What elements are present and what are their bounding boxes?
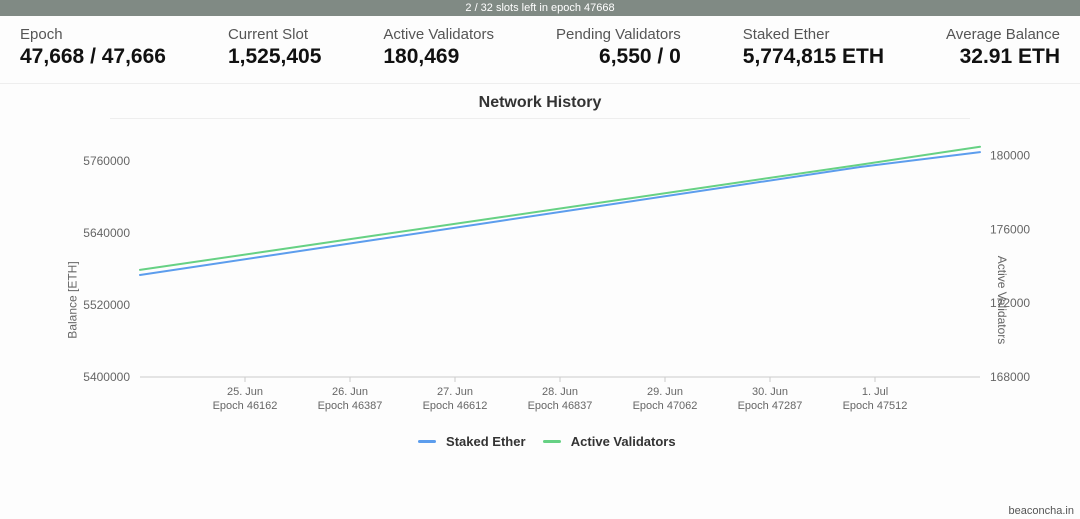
chart-legend: Staked Ether Active Validators: [20, 433, 1060, 449]
stat-label: Staked Ether: [743, 26, 884, 43]
svg-text:30. Jun: 30. Jun: [752, 386, 788, 398]
svg-text:Epoch 46162: Epoch 46162: [213, 400, 278, 412]
attribution: beaconcha.in: [1009, 505, 1074, 517]
svg-text:180000: 180000: [990, 148, 1030, 162]
chart-wrap: Balance [ETH] Active Validators 5400000 5…: [20, 127, 1060, 472]
stat-label: Active Validators: [383, 26, 494, 43]
legend-label-staked-ether[interactable]: Staked Ether: [446, 434, 525, 449]
svg-text:Epoch 46387: Epoch 46387: [318, 400, 383, 412]
svg-text:5760000: 5760000: [83, 154, 130, 168]
svg-text:168000: 168000: [990, 370, 1030, 384]
y-axis-left-label: Balance [ETH]: [66, 261, 80, 338]
stats-row: Epoch 47,668 / 47,666 Current Slot 1,525…: [0, 16, 1080, 84]
stat-value: 32.91 ETH: [946, 45, 1060, 69]
svg-text:Epoch 47512: Epoch 47512: [843, 400, 908, 412]
legend-swatch-staked-ether: [418, 440, 436, 443]
stat-active-validators: Active Validators 180,469: [383, 26, 494, 69]
stat-value: 180,469: [383, 45, 494, 69]
stat-value: 1,525,405: [228, 45, 321, 69]
stat-label: Average Balance: [946, 26, 1060, 43]
svg-text:1. Jul: 1. Jul: [862, 386, 888, 398]
stat-current-slot: Current Slot 1,525,405: [228, 26, 321, 69]
stat-pending-validators: Pending Validators 6,550 / 0: [556, 26, 681, 69]
svg-text:Epoch 47062: Epoch 47062: [633, 400, 698, 412]
svg-text:176000: 176000: [990, 222, 1030, 236]
svg-text:5400000: 5400000: [83, 370, 130, 384]
chart-title: Network History: [20, 94, 1060, 112]
stat-label: Epoch: [20, 26, 166, 43]
svg-text:Epoch 46612: Epoch 46612: [423, 400, 488, 412]
network-history-panel: Network History Balance [ETH] Active Val…: [0, 84, 1080, 472]
svg-text:Epoch 46837: Epoch 46837: [528, 400, 593, 412]
stat-epoch: Epoch 47,668 / 47,666: [20, 26, 166, 69]
svg-text:25. Jun: 25. Jun: [227, 386, 263, 398]
stat-label: Pending Validators: [556, 26, 681, 43]
epoch-progress-bar: 2 / 32 slots left in epoch 47668: [0, 0, 1080, 16]
stat-value: 5,774,815 ETH: [743, 45, 884, 69]
svg-text:29. Jun: 29. Jun: [647, 386, 683, 398]
stat-label: Current Slot: [228, 26, 321, 43]
stat-average-balance: Average Balance 32.91 ETH: [946, 26, 1060, 69]
legend-swatch-active-validators: [543, 440, 561, 443]
svg-text:26. Jun: 26. Jun: [332, 386, 368, 398]
svg-text:28. Jun: 28. Jun: [542, 386, 578, 398]
y-axis-right-label: Active Validators: [995, 255, 1009, 343]
chart-divider: [110, 118, 970, 119]
stat-staked-ether: Staked Ether 5,774,815 ETH: [743, 26, 884, 69]
svg-text:5520000: 5520000: [83, 298, 130, 312]
svg-text:27. Jun: 27. Jun: [437, 386, 473, 398]
stat-value: 47,668 / 47,666: [20, 45, 166, 69]
svg-text:5640000: 5640000: [83, 226, 130, 240]
legend-label-active-validators[interactable]: Active Validators: [571, 434, 676, 449]
svg-text:Epoch 47287: Epoch 47287: [738, 400, 803, 412]
network-history-chart[interactable]: 5400000552000056400005760000168000172000…: [20, 127, 1060, 427]
stat-value: 6,550 / 0: [556, 45, 681, 69]
